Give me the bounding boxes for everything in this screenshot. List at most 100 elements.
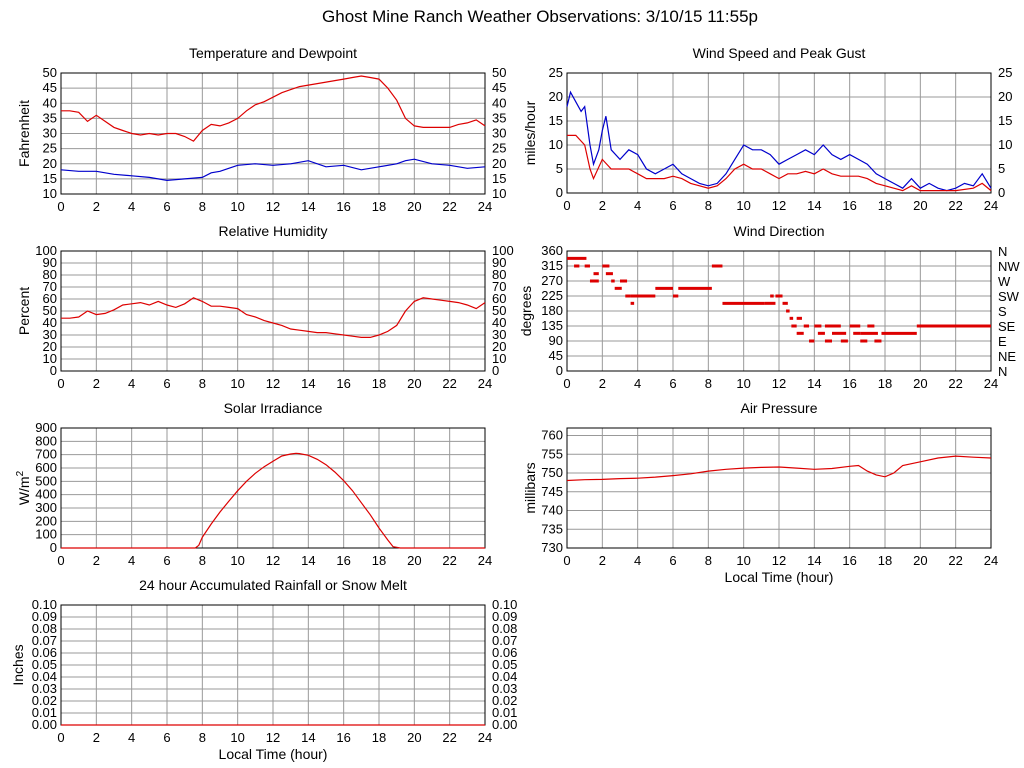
wind-ytick-label-right: 20: [998, 89, 1012, 104]
pressure-xtick-label: 18: [878, 553, 892, 568]
wind-xtick-label: 16: [842, 198, 856, 213]
temp-xtick-label: 22: [442, 199, 456, 214]
winddir-direction-label: N: [998, 364, 1007, 379]
pressure-xtick-label: 20: [913, 553, 927, 568]
wind-xtick-label: 2: [599, 198, 606, 213]
humidity-xtick-label: 10: [230, 376, 244, 391]
wind-xtick-label: 10: [736, 198, 750, 213]
temp-ytick-label: 10: [43, 186, 57, 201]
humidity-ytick-label: 90: [43, 255, 57, 270]
wind-xtick-label: 22: [948, 198, 962, 213]
solar-title: Solar Irradiance: [224, 400, 323, 416]
winddir-frame: [566, 250, 992, 372]
temp-frame: [60, 72, 486, 195]
rain-ytick-label-right: 0.00: [492, 717, 517, 732]
solar-xtick-label: 8: [199, 553, 206, 568]
temp-ytick-label-right: 15: [492, 171, 506, 186]
rain-ytick-label-right: 0.08: [492, 621, 517, 636]
pressure-xtick-label: 8: [705, 553, 712, 568]
humidity-ytick-label: 40: [43, 315, 57, 330]
wind-xtick-label: 18: [878, 198, 892, 213]
wind-xtick-label: 0: [563, 198, 570, 213]
rain-ytick-label: 0.08: [32, 621, 57, 636]
temp-ytick-label: 30: [43, 126, 57, 141]
winddir-xtick-label: 18: [878, 376, 892, 391]
winddir-xtick-label: 20: [913, 376, 927, 391]
solar-xtick-label: 18: [372, 553, 386, 568]
winddir-xtick-label: 22: [948, 376, 962, 391]
humidity-ytick-label-right: 20: [492, 339, 506, 354]
humidity-xtick-label: 8: [199, 376, 206, 391]
humidity-xtick-label: 12: [266, 376, 280, 391]
temp-ytick-label: 50: [43, 65, 57, 80]
solar-frame: [60, 427, 486, 549]
wind-ytick-label-right: 10: [998, 137, 1012, 152]
rain-ytick-label-right: 0.03: [492, 681, 517, 696]
pressure-title: Air Pressure: [740, 400, 817, 416]
temp-xtick-label: 12: [266, 199, 280, 214]
rain-ytick-label: 0.05: [32, 657, 57, 672]
humidity-xtick-label: 22: [442, 376, 456, 391]
winddir-xtick-label: 12: [772, 376, 786, 391]
rain-xtick-label: 10: [230, 730, 244, 745]
temp-ytick-label: 35: [43, 110, 57, 125]
humidity-ytick-label-right: 40: [492, 315, 506, 330]
humidity-xtick-label: 18: [372, 376, 386, 391]
winddir-title: Wind Direction: [733, 223, 824, 239]
humidity-ytick-label-right: 30: [492, 327, 506, 342]
temp-ytick-label-right: 45: [492, 80, 506, 95]
wind-ytick-label: 10: [549, 137, 563, 152]
wind-ytick-label: 25: [549, 65, 563, 80]
pressure-ytick-label: 730: [541, 540, 563, 555]
temp-ytick-label-right: 25: [492, 141, 506, 156]
winddir-xtick-label: 0: [563, 376, 570, 391]
solar-xtick-label: 20: [407, 553, 421, 568]
winddir-xtick-label: 6: [669, 376, 676, 391]
winddir-ytick-label: 45: [549, 348, 563, 363]
wind-ytick-label-right: 0: [998, 185, 1005, 200]
pressure-xtick-label: 22: [948, 553, 962, 568]
rain-xtick-label: 14: [301, 730, 315, 745]
temp-xtick-label: 10: [230, 199, 244, 214]
rain-chart: 24 hour Accumulated Rainfall or Snow Mel…: [10, 577, 517, 762]
pressure-xtick-label: 4: [634, 553, 641, 568]
temp-series-0-line: [61, 75, 486, 142]
rain-ytick-label-right: 0.07: [492, 633, 517, 648]
rain-ytick-label: 0.03: [32, 681, 57, 696]
wind-xtick-label: 20: [913, 198, 927, 213]
solar-xtick-label: 12: [266, 553, 280, 568]
humidity-ytick-label-right: 50: [492, 303, 506, 318]
rain-ytick-label-right: 0.01: [492, 705, 517, 720]
rain-ytick-label: 0.06: [32, 645, 57, 660]
wind-xtick-label: 14: [807, 198, 821, 213]
rain-ytick-label: 0.04: [32, 669, 57, 684]
humidity-ytick-label: 100: [35, 243, 57, 258]
temp-xtick-label: 24: [478, 199, 492, 214]
wind-ylabel: miles/hour: [522, 100, 538, 165]
winddir-xtick-label: 16: [842, 376, 856, 391]
temp-ytick-label-right: 35: [492, 110, 506, 125]
humidity-xtick-label: 16: [336, 376, 350, 391]
winddir-direction-label: N: [998, 244, 1007, 259]
temp-ylabel: Fahrenheit: [16, 100, 32, 167]
rain-xtick-label: 8: [199, 730, 206, 745]
humidity-series-0-line: [61, 297, 486, 338]
wind-xtick-label: 8: [705, 198, 712, 213]
rain-xtick-label: 16: [336, 730, 350, 745]
humidity-frame: [60, 250, 486, 372]
solar-xtick-label: 22: [442, 553, 456, 568]
rain-ytick-label: 0.02: [32, 693, 57, 708]
pressure-xtick-label: 12: [772, 553, 786, 568]
solar-ytick-label: 900: [35, 420, 57, 435]
temp-xtick-label: 16: [336, 199, 350, 214]
humidity-xtick-label: 14: [301, 376, 315, 391]
pressure-xtick-label: 24: [984, 553, 998, 568]
rain-xlabel: Local Time (hour): [219, 746, 328, 762]
solar-ytick-label: 800: [35, 433, 57, 448]
humidity-ylabel: Percent: [16, 287, 32, 335]
humidity-ytick-label: 60: [43, 291, 57, 306]
wind-ytick-label: 5: [556, 161, 563, 176]
